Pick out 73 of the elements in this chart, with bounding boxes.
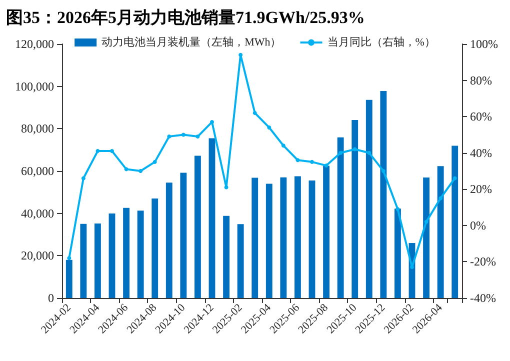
- point: [110, 149, 114, 154]
- bar: [152, 198, 158, 298]
- point: [310, 160, 314, 164]
- bar: [323, 166, 330, 298]
- point: [96, 149, 100, 154]
- bar: [308, 180, 316, 298]
- y2-tick-label: -20%: [470, 254, 496, 269]
- y2-tick-label: 0%: [470, 218, 486, 232]
- bar: [452, 146, 458, 298]
- bar: [194, 156, 201, 298]
- bar: [166, 182, 172, 298]
- point: [124, 167, 128, 172]
- y2-tick-label: 100%: [470, 37, 498, 51]
- point: [438, 196, 443, 200]
- y2-tick-label: -40%: [470, 291, 496, 305]
- point: [152, 160, 157, 164]
- bar: [252, 178, 258, 298]
- bar: [237, 224, 244, 298]
- y-tick-label: 0: [48, 291, 54, 305]
- point: [352, 147, 357, 152]
- bar: [66, 260, 72, 298]
- point: [181, 132, 186, 137]
- point: [324, 164, 328, 168]
- point: [281, 144, 286, 148]
- point: [252, 110, 257, 115]
- point: [196, 134, 200, 139]
- bar: [208, 138, 216, 298]
- bar: [223, 216, 230, 298]
- y-tick-label: 40,000: [21, 206, 54, 220]
- chart-title: 图35：2026年5月动力电池销量71.9GWh/25.93%: [5, 7, 366, 29]
- point: [452, 176, 457, 180]
- point: [167, 134, 172, 139]
- legend-label: 当月同比（右轴，%）: [327, 36, 436, 48]
- bar: [108, 214, 116, 298]
- point: [381, 169, 386, 173]
- bar: [94, 223, 101, 298]
- bar: [280, 177, 287, 298]
- bar: [352, 120, 358, 298]
- bar: [180, 172, 187, 298]
- point: [138, 169, 143, 173]
- bar: [437, 166, 444, 298]
- bar: [80, 224, 87, 298]
- y2-tick-label: 20%: [470, 182, 492, 196]
- point: [410, 265, 414, 270]
- bar: [137, 210, 144, 298]
- point: [396, 207, 400, 212]
- bar: [294, 176, 301, 298]
- point: [67, 256, 72, 260]
- point: [81, 176, 86, 180]
- bar: [337, 137, 344, 298]
- point: [424, 220, 428, 224]
- y-tick-label: 100,000: [15, 79, 54, 94]
- bar: [380, 90, 387, 298]
- y-tick-label: 60,000: [21, 164, 54, 178]
- bar: [394, 208, 401, 298]
- point: [238, 52, 243, 57]
- bar: [366, 100, 372, 298]
- point: [267, 125, 272, 130]
- point: [367, 150, 372, 155]
- bar: [423, 178, 430, 298]
- y-tick-label: 20,000: [21, 248, 54, 263]
- y2-tick-label: 80%: [470, 73, 492, 88]
- point: [338, 150, 343, 155]
- point: [296, 158, 300, 162]
- y2-tick-label: 40%: [470, 146, 492, 160]
- point: [224, 185, 228, 190]
- y-tick-label: 80,000: [21, 122, 54, 136]
- bar: [123, 208, 130, 298]
- point: [210, 120, 214, 124]
- bar: [266, 184, 272, 298]
- legend-label: 动力电池当月装机量（左轴，MWh）: [102, 36, 282, 48]
- y-tick-label: 120,000: [15, 37, 54, 51]
- y2-tick-label: 60%: [470, 110, 492, 124]
